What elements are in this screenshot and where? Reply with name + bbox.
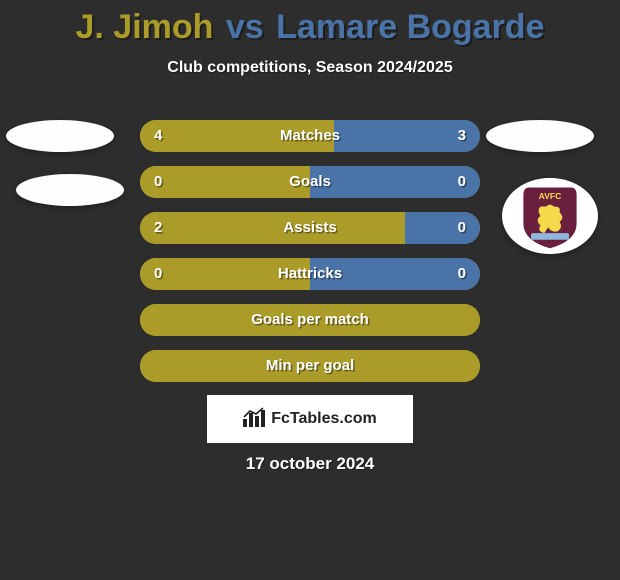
fctables-label: FcTables.com [271,410,377,428]
club-badge-placeholder-left-2 [16,174,124,206]
stat-bar: Goals0 0 [140,166,480,198]
stat-bar-label: Assists [140,212,480,244]
stat-bar: Matches4 3 [140,120,480,152]
stat-bar-value-left: 4 [154,120,162,152]
club-badge-placeholder-left-1 [6,120,114,152]
club-crest-avfc: AVFC [502,178,598,254]
title-player1: J. Jimoh [76,8,214,46]
page-title: J. Jimoh vs Lamare Bogarde [0,0,620,47]
stat-bar-label: Goals [140,166,480,198]
comparison-bars: Matches43Goals00Assists20Hattricks00Goal… [140,120,480,396]
fctables-branding[interactable]: FcTables.com [207,395,413,443]
stat-bar: Min per goal [140,350,480,382]
title-vs: vs [226,8,264,46]
stat-bar-value-right: 0 [458,258,466,290]
stat-bar: Hattricks0 0 [140,258,480,290]
stat-bar: Goals per match [140,304,480,336]
avfc-crest-icon: AVFC [502,178,598,254]
stat-bar-value-right: 0 [458,166,466,198]
stat-bar: Assists2 0 [140,212,480,244]
stat-bar-value-right: 3 [458,120,466,152]
subtitle: Club competitions, Season 2024/2025 [0,59,620,77]
club-badge-placeholder-right-1 [486,120,594,152]
date-label: 17 october 2024 [0,454,620,474]
fctables-icon [243,407,265,432]
stat-bar-label: Hattricks [140,258,480,290]
stat-bar-value-left: 2 [154,212,162,244]
stat-bar-value-left: 0 [154,258,162,290]
svg-text:AVFC: AVFC [539,191,562,201]
stat-bar-value-right: 0 [458,212,466,244]
stat-bar-label: Min per goal [140,350,480,382]
stat-bar-value-left: 0 [154,166,162,198]
stat-bar-label: Matches [140,120,480,152]
title-player2: Lamare Bogarde [276,8,544,46]
stat-bar-label: Goals per match [140,304,480,336]
